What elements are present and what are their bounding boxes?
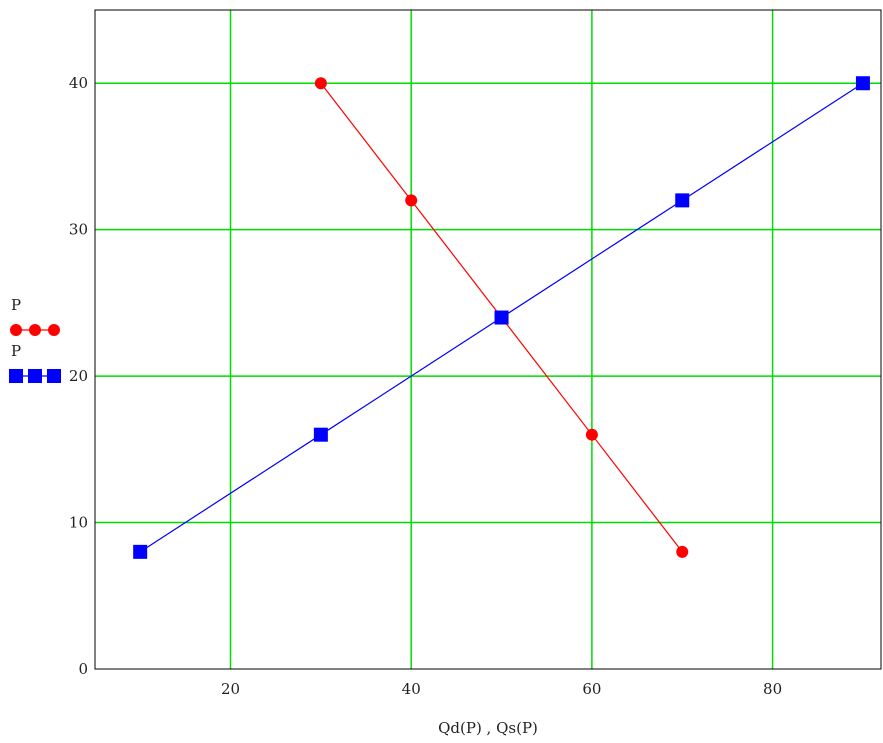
tick-labels: 20 40 60 80 0 10 20 30 40 xyxy=(69,74,782,698)
x-tick-label: 80 xyxy=(763,680,782,698)
legend-marker xyxy=(48,324,60,336)
legend-marker xyxy=(47,369,61,383)
legend-marker xyxy=(28,369,42,383)
y-tick-label: 10 xyxy=(69,514,88,532)
x-tick-label: 60 xyxy=(582,680,601,698)
legend: PP xyxy=(9,296,61,383)
x-tick-label: 20 xyxy=(221,680,240,698)
grid-lines xyxy=(95,10,881,669)
legend-marker xyxy=(29,324,41,336)
data-point xyxy=(676,545,689,558)
data-point xyxy=(314,77,327,90)
data-point xyxy=(494,310,509,325)
data-point xyxy=(313,427,328,442)
y-tick-label: 40 xyxy=(69,74,88,92)
x-tick-label: 40 xyxy=(402,680,421,698)
legend-marker xyxy=(9,369,23,383)
data-point xyxy=(585,428,598,441)
y-tick-label: 30 xyxy=(69,221,88,239)
data-point xyxy=(675,193,690,208)
y-tick-label: 20 xyxy=(69,367,88,385)
x-axis-label: Qd(P) , Qs(P) xyxy=(438,719,538,737)
data-point xyxy=(133,544,148,559)
data-point xyxy=(855,76,870,91)
plot-frame xyxy=(94,9,882,670)
data-point xyxy=(405,194,418,207)
y-tick-label: 0 xyxy=(78,660,88,678)
legend-label: P xyxy=(11,296,21,314)
legend-label: P xyxy=(11,342,21,360)
legend-marker xyxy=(10,324,22,336)
series-group xyxy=(133,76,870,559)
